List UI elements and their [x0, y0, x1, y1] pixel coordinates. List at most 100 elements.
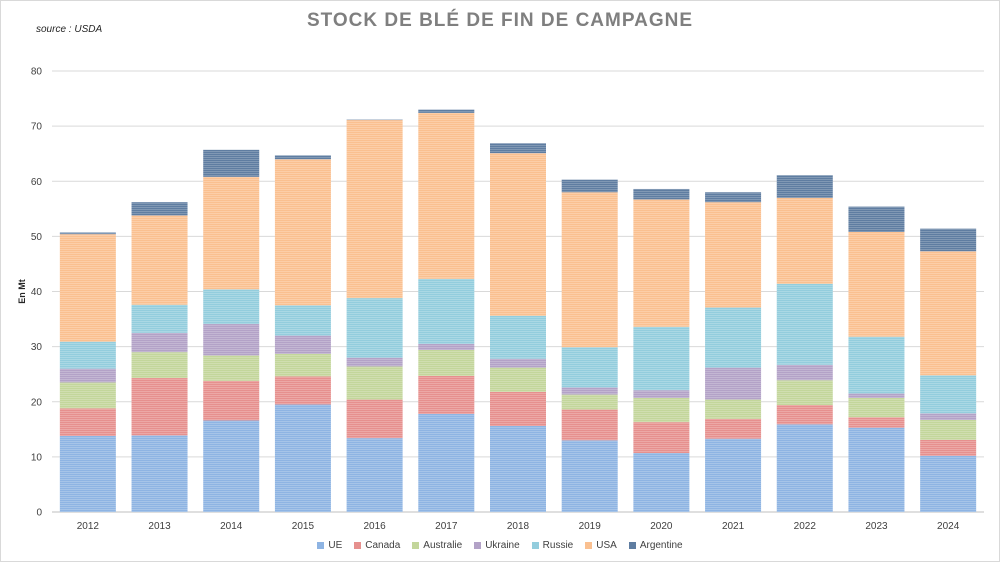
bar-segment-texture — [346, 438, 403, 512]
legend-label: Argentine — [639, 540, 683, 551]
legend-swatch — [585, 542, 593, 549]
bar-segment-texture — [346, 298, 403, 358]
bar-segment-texture — [705, 307, 762, 368]
bar-segment-texture — [633, 188, 690, 200]
bar-segment-texture — [490, 315, 546, 359]
legend-swatch — [317, 542, 325, 549]
x-tick-label: 2015 — [292, 521, 315, 532]
bar-segment-texture — [848, 336, 905, 394]
y-tick-label: 60 — [31, 177, 43, 188]
y-tick-label: 70 — [31, 122, 43, 133]
bar-segment-texture — [490, 358, 546, 368]
bar-segment-texture — [274, 335, 331, 354]
bar-segment-texture — [705, 367, 762, 400]
bar-segment-texture — [633, 390, 690, 398]
bar-segment-texture — [274, 376, 331, 405]
legend-label: Russie — [542, 540, 574, 551]
chart-legend: UE Canada Australie Ukraine Russie USA Argenti… — [0, 540, 1000, 551]
bar-segment-texture — [920, 419, 977, 440]
legend-label: Ukraine — [485, 540, 520, 551]
chart-title: STOCK DE BLÉ DE FIN DE CAMPAGNE — [306, 10, 694, 31]
bar-segment-texture — [274, 159, 331, 306]
bar-segment-texture — [59, 408, 116, 436]
bar-segment-texture — [920, 228, 977, 252]
bar-segment-texture — [633, 397, 690, 423]
y-tick-label: 40 — [31, 287, 43, 298]
bar-segment-texture — [633, 453, 690, 512]
bar-segment-texture — [59, 232, 116, 235]
bar-segment-texture — [848, 231, 905, 337]
bar-segment-texture — [848, 393, 905, 398]
legend-item: Australie — [412, 540, 462, 551]
bar-segment-texture — [203, 324, 260, 356]
bar-segment-texture — [346, 357, 403, 367]
y-axis-label: En Mt — [17, 279, 27, 304]
y-tick-label: 10 — [31, 452, 43, 463]
bar-segment-texture — [490, 153, 546, 316]
y-tick-label: 30 — [31, 342, 43, 353]
bar-segment-texture — [848, 397, 905, 418]
x-tick-label: 2019 — [579, 521, 602, 532]
bar-segment-texture — [561, 347, 618, 388]
legend-item: Russie — [531, 540, 574, 551]
bar-segment-texture — [776, 283, 833, 365]
bar-segment-texture — [561, 394, 618, 410]
y-tick-label: 0 — [36, 508, 42, 519]
bar-segment-texture — [274, 353, 331, 377]
bar-segment-texture — [346, 119, 403, 121]
x-tick-label: 2022 — [794, 521, 817, 532]
bar-segment-texture — [920, 439, 977, 456]
bar-segment-texture — [131, 352, 188, 379]
bar-segment-texture — [418, 349, 475, 376]
bar-segment-texture — [274, 155, 331, 160]
bar-segment-texture — [920, 413, 977, 420]
legend-label: UE — [328, 540, 343, 551]
x-tick-label: 2023 — [865, 521, 888, 532]
legend-swatch — [474, 542, 482, 549]
bar-segment-texture — [203, 149, 260, 177]
legend-item: USA — [585, 540, 617, 551]
bar-segment-texture — [633, 326, 690, 391]
bar-segment-texture — [561, 440, 618, 512]
bar-segment-texture — [776, 405, 833, 425]
x-tick-label: 2012 — [77, 521, 100, 532]
bar-segment-texture — [274, 404, 331, 512]
bar-segment-texture — [561, 179, 618, 193]
bar-segment-texture — [848, 427, 905, 512]
legend-swatch — [354, 542, 362, 549]
bar-segment-texture — [203, 420, 260, 512]
legend-item: Canada — [354, 540, 400, 551]
bar-segment-texture — [633, 422, 690, 454]
bar-segment-texture — [346, 366, 403, 400]
x-tick-label: 2014 — [220, 521, 243, 532]
bar-segment-texture — [274, 305, 331, 336]
bar-segment-texture — [920, 251, 977, 376]
y-tick-label: 20 — [31, 397, 43, 408]
bar-segment-texture — [776, 364, 833, 381]
bar-segment-texture — [131, 304, 188, 333]
bar-segment-texture — [490, 143, 546, 154]
bar-segment-texture — [59, 435, 116, 512]
bar-segment-texture — [561, 409, 618, 441]
bar-segment-texture — [59, 382, 116, 409]
y-tick-label: 80 — [31, 67, 43, 78]
x-tick-label: 2017 — [435, 521, 458, 532]
bar-segment-texture — [776, 380, 833, 406]
x-tick-label: 2013 — [148, 521, 171, 532]
legend-label: Australie — [423, 540, 463, 551]
bar-segment-texture — [131, 215, 188, 305]
bar-segment-texture — [418, 343, 475, 350]
bar-segment-texture — [633, 199, 690, 327]
x-tick-label: 2024 — [937, 521, 960, 532]
legend-swatch — [628, 542, 636, 549]
legend-item: Ukraine — [474, 540, 520, 551]
bar-segment-texture — [561, 192, 618, 348]
bar-segment-texture — [418, 109, 475, 113]
bar-segment-texture — [131, 202, 188, 216]
bar-segment-texture — [705, 418, 762, 439]
bar-segment-texture — [59, 341, 116, 369]
legend-item: UE — [317, 540, 342, 551]
bar-segment-texture — [776, 175, 833, 198]
bar-segment-texture — [131, 435, 188, 512]
